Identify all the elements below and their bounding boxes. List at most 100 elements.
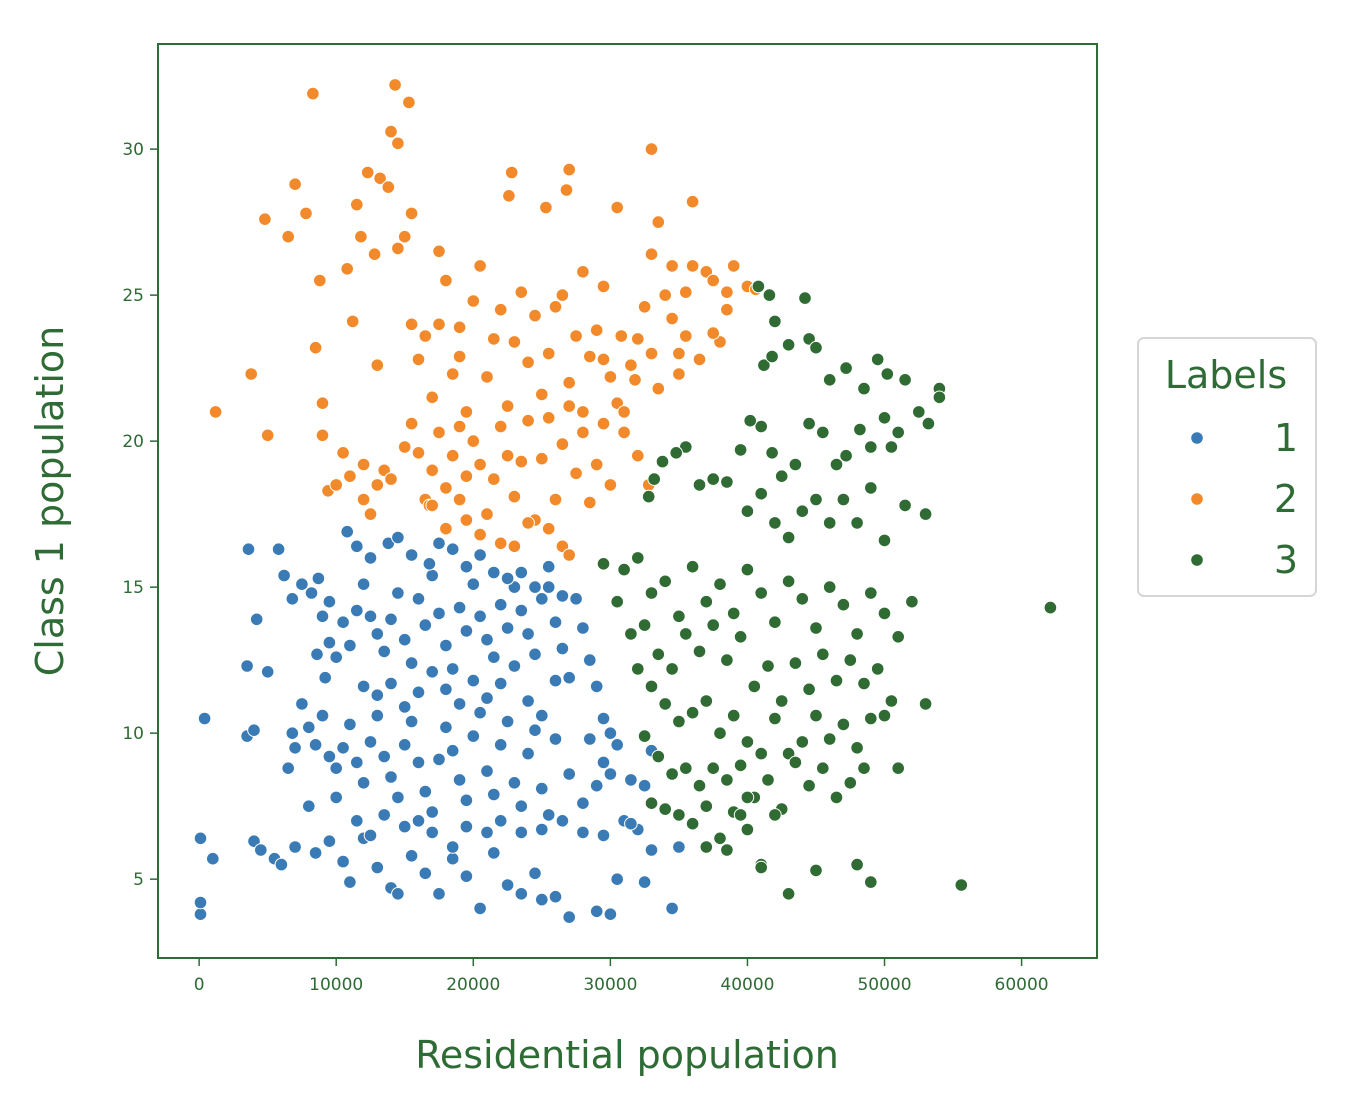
scatter-point-series-3 [699, 840, 714, 854]
scatter-point-series-3 [733, 630, 748, 644]
scatter-point-series-2 [500, 448, 515, 463]
y-axis-title: Class 1 population [28, 326, 72, 677]
scatter-point-series-3 [822, 373, 837, 387]
scatter-point-series-1 [308, 846, 323, 860]
scatter-point-series-2 [614, 329, 629, 343]
scatter-point-series-2 [397, 229, 412, 244]
scatter-point-series-1 [302, 720, 316, 735]
scatter-point-series-2 [548, 492, 563, 507]
scatter-point-series-1 [610, 738, 625, 752]
scatter-point-series-1 [480, 825, 494, 840]
legend-entries: 1 2 3 [1190, 416, 1298, 582]
scatter-point-series-3 [850, 857, 864, 872]
scatter-point-series-3 [699, 799, 714, 814]
scatter-point-series-1 [548, 889, 563, 904]
scatter-point-series-1 [500, 621, 515, 635]
scatter-point-series-1 [411, 685, 426, 700]
scatter-point-series-3 [706, 472, 721, 486]
scatter-point-series-1 [329, 650, 344, 665]
scatter-point-series-2 [473, 527, 487, 542]
scatter-point-series-1 [425, 825, 440, 840]
scatter-point-series-2 [502, 189, 516, 203]
scatter-point-series-1 [322, 635, 337, 650]
scatter-point-series-1 [411, 814, 426, 828]
scatter-point-series-2 [720, 285, 734, 300]
scatter-point-series-1 [397, 819, 412, 834]
scatter-point-series-2 [720, 302, 734, 317]
scatter-point-series-3 [870, 662, 885, 676]
scatter-point-series-2 [576, 405, 590, 419]
legend: Labels 1 2 3 [1137, 337, 1317, 597]
scatter-point-series-1 [363, 828, 378, 843]
scatter-point-series-1 [637, 778, 652, 793]
scatter-point-series-2 [391, 136, 405, 151]
scatter-point-series-3 [740, 504, 755, 519]
scatter-point-series-1 [329, 761, 344, 776]
scatter-point-series-3 [795, 504, 810, 519]
scatter-point-series-3 [617, 562, 631, 577]
scatter-point-series-1 [315, 708, 330, 723]
legend-label-1: 1 [1274, 416, 1298, 460]
scatter-point-series-2 [507, 489, 522, 504]
scatter-point-series-3 [672, 808, 686, 822]
scatter-point-series-1 [562, 670, 577, 685]
scatter-point-series-2 [507, 539, 522, 554]
scatter-point-series-1 [500, 571, 515, 586]
scatter-point-series-3 [761, 659, 775, 673]
scatter-point-series-3 [669, 446, 684, 460]
scatter-point-series-1 [576, 825, 590, 840]
scatter-point-series-1 [384, 770, 398, 784]
scatter-point-series-2 [308, 340, 323, 355]
scatter-point-series-2 [466, 294, 481, 308]
scatter-point-series-2 [452, 492, 467, 507]
scatter-point-series-3 [853, 422, 867, 437]
scatter-point-series-3 [829, 457, 844, 472]
scatter-point-series-1 [473, 901, 487, 916]
scatter-point-series-3 [706, 618, 721, 632]
scatter-point-series-2 [672, 367, 686, 381]
scatter-point-series-1 [583, 732, 597, 746]
scatter-point-series-2 [576, 425, 590, 440]
scatter-point-series-2 [244, 367, 258, 381]
scatter-point-series-3 [877, 533, 892, 548]
scatter-point-series-3 [740, 562, 755, 577]
scatter-point-series-3 [798, 291, 812, 305]
scatter-point-series-1 [644, 843, 659, 857]
scatter-point-series-3 [658, 574, 673, 589]
scatter-point-series-2 [651, 381, 666, 396]
scatter-point-series-3 [877, 411, 892, 425]
scatter-point-series-1 [343, 717, 357, 732]
scatter-point-series-3 [870, 352, 885, 367]
scatter-point-series-1 [315, 609, 330, 624]
scatter-point-series-1 [425, 665, 440, 679]
scatter-point-series-3 [788, 656, 803, 670]
scatter-point-series-3 [850, 741, 864, 755]
scatter-point-series-3 [864, 875, 878, 889]
y-axis-ticks: 5 10 15 20 25 30 [122, 140, 158, 890]
scatter-point-series-1 [603, 907, 618, 922]
scatter-point-series-2 [562, 399, 577, 413]
scatter-point-series-1 [425, 805, 440, 819]
scatter-point-series-1 [473, 609, 487, 624]
scatter-point-series-1 [206, 851, 220, 866]
scatter-point-series-1 [274, 857, 289, 872]
scatter-point-series-2 [439, 481, 453, 495]
scatter-point-series-2 [507, 335, 522, 349]
scatter-point-series-3 [822, 580, 837, 594]
scatter-point-series-1 [310, 647, 324, 662]
scatter-point-series-3 [836, 717, 851, 732]
scatter-point-series-1 [370, 860, 385, 875]
scatter-point-series-1 [404, 548, 419, 562]
scatter-point-series-3 [880, 367, 895, 381]
scatter-point-series-3 [641, 489, 656, 504]
scatter-point-series-2 [432, 244, 446, 259]
scatter-point-series-3 [740, 735, 755, 749]
scatter-point-series-3 [884, 694, 899, 708]
scatter-point-series-1 [391, 586, 405, 600]
scatter-point-series-3 [768, 615, 782, 630]
scatter-point-series-2 [583, 349, 597, 364]
scatter-point-series-3 [692, 478, 707, 492]
scatter-point-series-3 [713, 831, 727, 846]
scatter-point-series-1 [487, 787, 501, 802]
scatter-point-series-1 [193, 831, 208, 846]
